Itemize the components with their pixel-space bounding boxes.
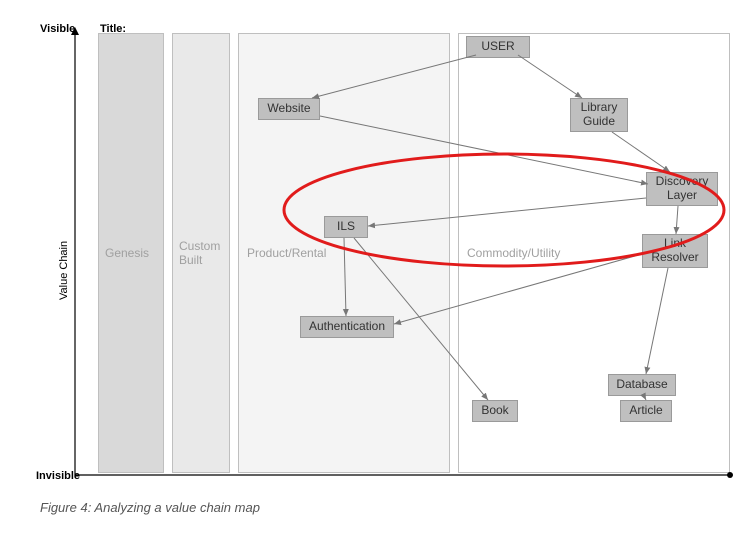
y-axis-title: Value Chain	[58, 241, 70, 300]
figure-caption: Figure 4: Analyzing a value chain map	[40, 500, 260, 515]
column-genesis: Genesis	[98, 33, 164, 473]
node-article: Article	[620, 400, 672, 422]
node-database: Database	[608, 374, 676, 396]
node-discovery: Discovery Layer	[646, 172, 718, 206]
node-website: Website	[258, 98, 320, 120]
column-custom: Custom Built	[172, 33, 230, 473]
node-linkres: Link Resolver	[642, 234, 708, 268]
column-label-genesis: Genesis	[105, 246, 149, 260]
node-libguide: Library Guide	[570, 98, 628, 132]
node-book: Book	[472, 400, 518, 422]
column-label-commodity: Commodity/Utility	[467, 246, 560, 260]
y-axis-bottom-label: Invisible	[36, 470, 80, 482]
value-chain-map: Visible Invisible Value Chain Title: Dat…	[0, 0, 750, 538]
column-label-product: Product/Rental	[247, 246, 326, 260]
node-user: USER	[466, 36, 530, 58]
node-auth: Authentication	[300, 316, 394, 338]
node-ils: ILS	[324, 216, 368, 238]
y-axis-top-label: Visible	[40, 23, 75, 35]
column-label-custom: Custom Built	[179, 239, 220, 267]
